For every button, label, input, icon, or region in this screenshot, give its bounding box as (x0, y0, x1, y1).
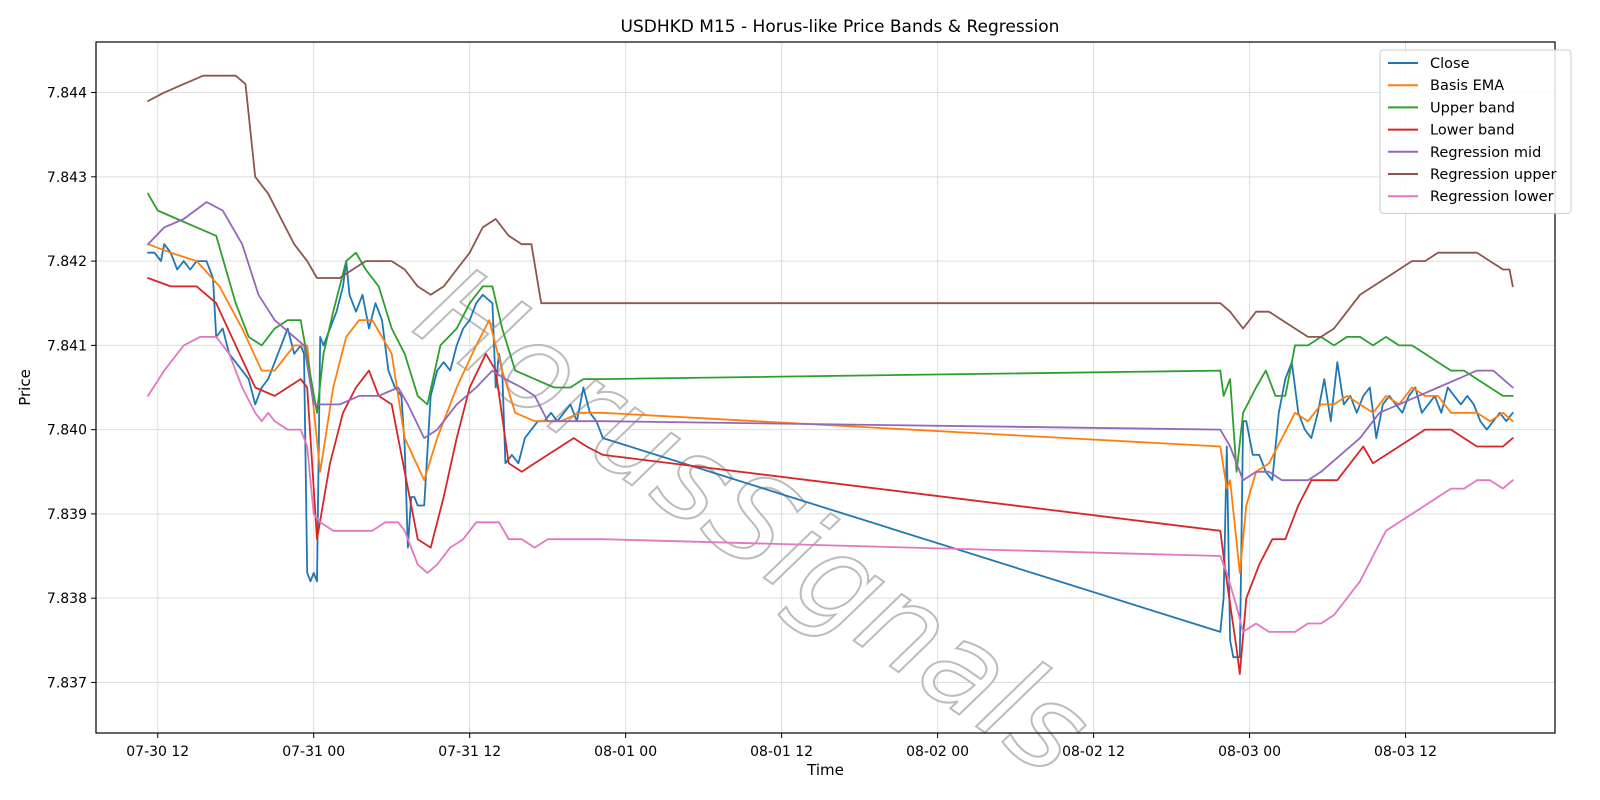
series-line-regression-lower (147, 336, 1514, 633)
legend-label-lower-band: Lower band (1430, 123, 1515, 139)
grid-lines (96, 42, 1555, 733)
legend-label-basis-ema: Basis EMA (1430, 78, 1504, 94)
x-tick-label: 08-01 12 (750, 744, 813, 760)
chart-title: USDHKD M15 - Horus-like Price Bands & Re… (621, 17, 1060, 37)
series-line-lower-band (147, 277, 1514, 675)
y-tick-label: 7.842 (47, 254, 87, 270)
x-axis: 07-30 12 07-31 00 07-31 12 08-01 00 08-01 12… (126, 733, 1437, 760)
y-tick-label: 7.843 (47, 170, 87, 186)
y-tick-label: 7.837 (47, 675, 87, 691)
series-line-regression-upper (147, 74, 1514, 338)
y-axis-label: Price (16, 369, 34, 406)
legend: Close Basis EMA Upper band Lower band Regres… (1379, 49, 1572, 214)
y-axis: 7.837 7.838 7.839 7.840 7.841 7.842 7.843 7.844 (47, 86, 96, 691)
x-tick-label: 08-02 12 (1062, 744, 1125, 760)
x-tick-label: 07-31 00 (282, 744, 345, 760)
x-tick-label: 08-02 00 (906, 744, 969, 760)
series-line-upper-band (147, 192, 1514, 473)
plot-frame (95, 41, 1556, 734)
series-line-regression-mid (147, 201, 1514, 482)
y-tick-label: 7.844 (47, 86, 87, 102)
x-tick-label: 07-30 12 (126, 744, 189, 760)
legend-label-close: Close (1430, 56, 1470, 72)
legend-label-regression-upper: Regression upper (1430, 167, 1556, 183)
legend-label-upper-band: Upper band (1430, 100, 1515, 116)
x-axis-label: Time (806, 761, 844, 779)
y-tick-label: 7.838 (47, 591, 87, 607)
legend-label-regression-mid: Regression mid (1430, 145, 1541, 161)
legend-label-regression-lower: Regression lower (1430, 189, 1554, 205)
series-lines (147, 74, 1514, 675)
y-tick-label: 7.841 (47, 338, 87, 354)
legend-box (1379, 49, 1572, 214)
y-tick-label: 7.839 (47, 507, 87, 523)
y-tick-label: 7.840 (47, 423, 87, 439)
x-tick-label: 08-03 12 (1374, 744, 1437, 760)
x-tick-label: 08-03 00 (1218, 744, 1281, 760)
x-tick-label: 08-01 00 (594, 744, 657, 760)
x-tick-label: 07-31 12 (438, 744, 501, 760)
